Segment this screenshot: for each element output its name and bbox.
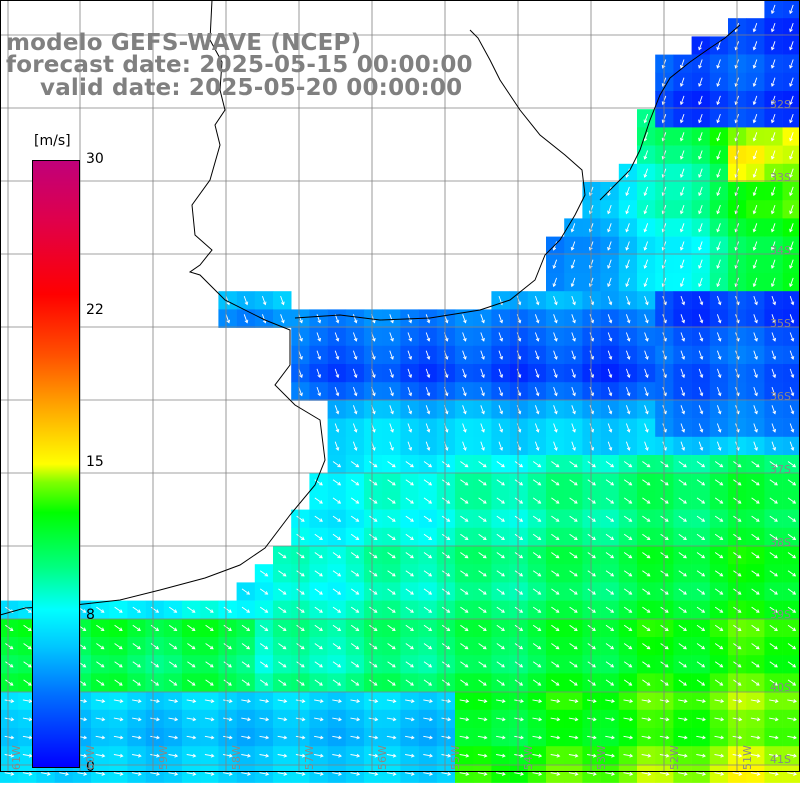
latitude-label: 35S (770, 317, 791, 330)
colorbar-tick-30: 30 (86, 151, 104, 167)
colorbar (32, 160, 80, 768)
latitude-label: 33S (770, 171, 791, 184)
longitude-label: 52W (668, 745, 681, 770)
latitude-label: 38S (770, 536, 791, 549)
longitude-label: 60W (84, 745, 97, 770)
longitude-label: 57W (303, 745, 316, 770)
latitude-label: 37S (770, 463, 791, 476)
latitude-label: 41S (770, 753, 791, 766)
longitude-label: 59W (157, 745, 170, 770)
longitude-label: 51W (741, 745, 754, 770)
valid-date: valid date: 2025-05-20 00:00:00 (40, 76, 462, 100)
longitude-label: 58W (230, 745, 243, 770)
longitude-label: 54W (522, 745, 535, 770)
latitude-label: 32S (770, 98, 791, 111)
forecast-date: forecast date: 2025-05-15 00:00:00 (6, 53, 473, 77)
latitude-label: 36S (770, 390, 791, 403)
colorbar-unit: [m/s] (34, 133, 71, 149)
colorbar-tick-15: 15 (86, 454, 104, 470)
latitude-label: 34S (770, 244, 791, 257)
colorbar-tick-8: 8 (86, 607, 95, 623)
latitude-label: 40S (770, 681, 791, 694)
longitude-label: 61W (10, 745, 23, 770)
longitude-label: 55W (449, 745, 462, 770)
longitude-label: 53W (595, 745, 608, 770)
latitude-label: 39S (770, 608, 791, 621)
colorbar-tick-22: 22 (86, 302, 104, 318)
longitude-label: 56W (376, 745, 389, 770)
